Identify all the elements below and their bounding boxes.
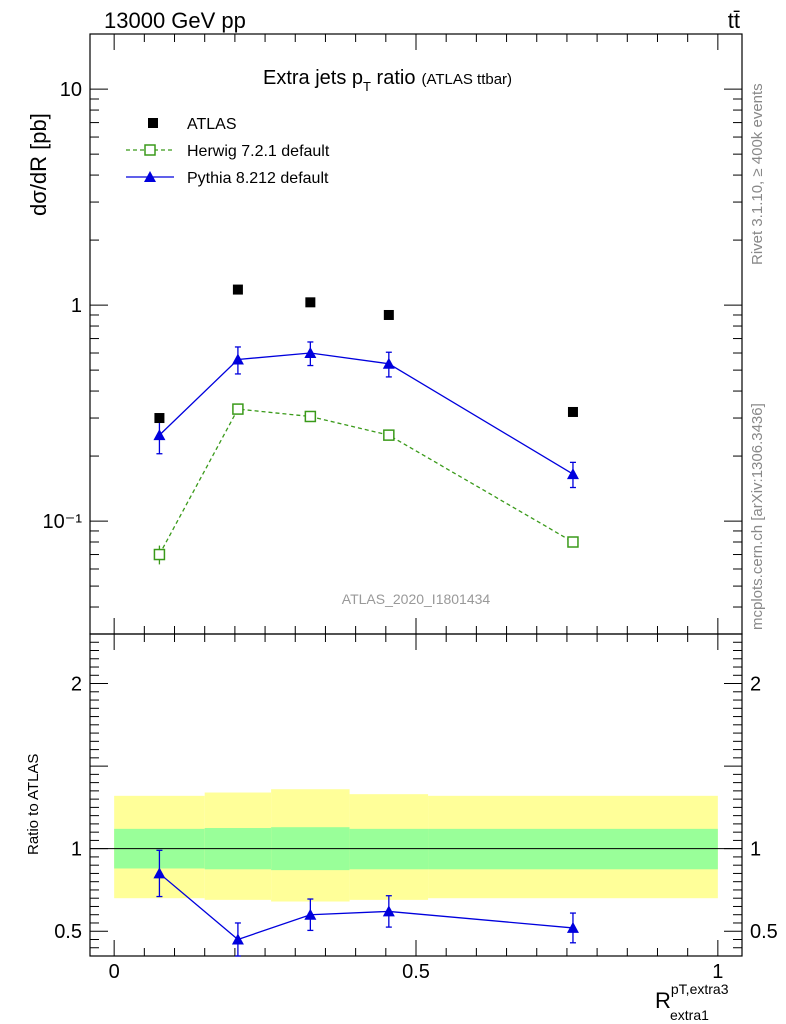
legend-pythia-label: Pythia 8.212 default (187, 170, 329, 187)
herwig-point (567, 536, 579, 548)
pythia-point (304, 347, 317, 359)
x-tick-label: 1 (712, 961, 723, 983)
atlas-point (383, 309, 394, 320)
ratio-pythia-point (231, 933, 244, 945)
ratio-y-tick-label-right: 0.5 (750, 921, 778, 943)
main-ylabel-text: dσ/dR [pb] (26, 113, 51, 216)
atlas-point (232, 284, 243, 295)
rivet-label: Rivet 3.1.10, ≥ 400k events (749, 83, 766, 265)
atlas-point (305, 297, 316, 308)
ratio-y-tick-label-left: 2 (71, 674, 82, 696)
ratio-y-tick-label-left: 0.5 (54, 921, 82, 943)
mcplots-label: mcplots.cern.ch [arXiv:1306.3436] (749, 403, 766, 630)
legend: ATLAS Herwig 7.2.1 default Pythia 8.212 … (126, 116, 330, 187)
x-tick-label: 0.5 (402, 961, 430, 983)
herwig-point (232, 403, 244, 415)
x-axis-label-sub: extra1 (670, 1007, 709, 1023)
ratio-pythia-point (304, 908, 317, 920)
title-main: Extra jets p (263, 67, 363, 89)
ratio-y-tick-label-left: 1 (71, 839, 82, 861)
herwig-point (383, 429, 395, 441)
x-axis-label-main: R (655, 988, 671, 1013)
chart-marks: 10⁻¹ 1 10 0 0.5 1 0.5 0.5 1 1 2 2 (43, 33, 778, 983)
ratio-y-tick-label-right: 2 (750, 674, 761, 696)
main-ylabel: dσ/dR [pb] (26, 113, 51, 216)
title-note: (ATLAS ttbar) (421, 71, 512, 88)
ratio-pythia-point (153, 867, 166, 879)
herwig-point (304, 410, 317, 423)
atlas-point (154, 413, 165, 424)
legend-atlas-marker (148, 118, 158, 128)
legend-pythia-marker (144, 171, 156, 182)
ratio-y-tick-label-right: 1 (750, 839, 761, 861)
ratio-pythia-point (382, 905, 395, 917)
herwig-point (153, 548, 166, 561)
legend-herwig-label: Herwig 7.2.1 default (187, 143, 330, 160)
ratio-pythia-point (566, 921, 579, 933)
legend-atlas-label: ATLAS (187, 116, 237, 133)
main-y-tick-label: 10 (60, 79, 82, 101)
main-y-tick-label: 10⁻¹ (43, 511, 83, 533)
herwig-line (158, 408, 574, 555)
analysis-watermark: ATLAS_2020_I1801434 (342, 591, 491, 607)
atlas-point (567, 406, 578, 417)
pythia-point (153, 429, 166, 441)
ratio-ylabel: Ratio to ATLAS (25, 754, 42, 855)
x-axis-label-sup: pT,extra3 (671, 981, 729, 997)
title-sub: T (363, 79, 371, 94)
x-axis-label: RpT,extra3 (655, 981, 729, 1013)
pythia-point (382, 357, 395, 369)
pythia-line (158, 352, 574, 475)
process-label: tt̄ (728, 8, 740, 33)
x-tick-label: 0 (109, 961, 120, 983)
energy-label: 13000 GeV pp (104, 8, 246, 33)
legend-herwig-marker (144, 144, 156, 156)
main-y-tick-label: 1 (71, 295, 82, 317)
pythia-point (231, 353, 244, 365)
title-rest: ratio (371, 67, 415, 89)
chart-title: Extra jets pT ratio (ATLAS ttbar) (263, 67, 512, 94)
pythia-point (566, 468, 579, 480)
